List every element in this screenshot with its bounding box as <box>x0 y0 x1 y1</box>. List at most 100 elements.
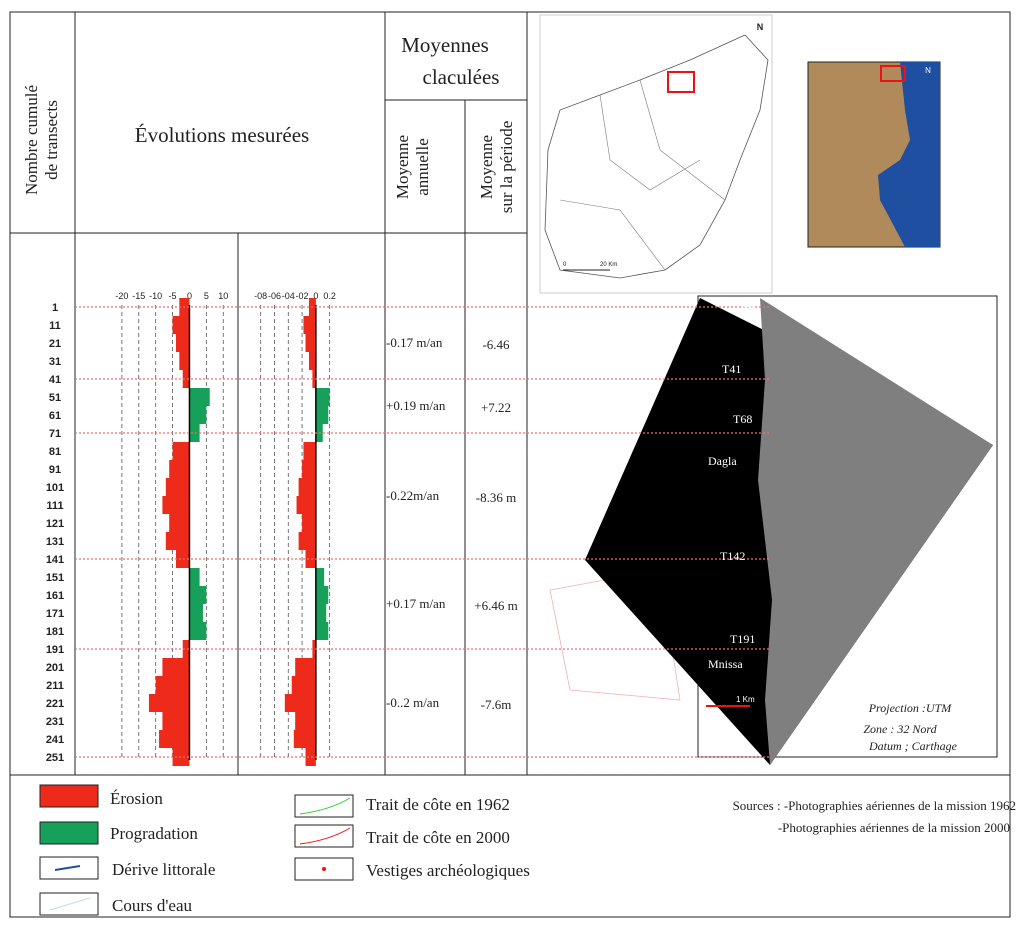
count-title: Nombre cumulé <box>22 85 41 195</box>
north-label: N <box>925 66 931 75</box>
bar <box>295 658 316 676</box>
photo-label: T68 <box>733 412 752 426</box>
evolutions-title: Évolutions mesurées <box>135 123 309 147</box>
scale-label: 20 Km <box>600 262 617 268</box>
transect-label: 101 <box>46 482 64 494</box>
legend-label: Érosion <box>110 789 163 808</box>
photo-label: T1 <box>742 303 755 317</box>
transect-label: 161 <box>46 590 64 602</box>
x-tick-label: 0.2 <box>323 291 336 301</box>
projection: Projection :UTM <box>868 701 953 715</box>
annual-header: Moyenne <box>393 135 412 199</box>
x-tick-label: -15 <box>132 291 145 301</box>
satellite-inset: N <box>808 62 940 247</box>
photo-label: T142 <box>720 549 745 563</box>
transect-label: 51 <box>49 392 61 404</box>
transect-label: 251 <box>46 752 64 764</box>
annual-average: +0.19 m/an <box>386 398 446 413</box>
x-tick-label: -04 <box>282 291 295 301</box>
legend-label: Trait de côte en 1962 <box>366 795 510 814</box>
figure: Nombre cumulé de transects Évolutions me… <box>0 0 1018 920</box>
transect-label: 111 <box>46 500 63 512</box>
transect-label: 151 <box>46 572 64 584</box>
bar <box>309 352 316 370</box>
bar <box>303 316 315 334</box>
photo-scale: 1 Km <box>736 695 755 704</box>
bar <box>166 532 190 550</box>
x-tick-label: -10 <box>149 291 162 301</box>
inset-map: N 0 20 Km <box>540 15 772 293</box>
count-title: de transects <box>42 100 61 180</box>
x-tick-label: -5 <box>169 291 177 301</box>
bar <box>189 406 206 424</box>
transect-label: 231 <box>46 716 64 728</box>
photo-label: Dagla <box>708 454 737 468</box>
annual-average: -0..2 m/an <box>386 695 440 710</box>
transect-label: 131 <box>46 536 64 548</box>
bar <box>316 604 326 622</box>
transect-label: 21 <box>49 338 61 350</box>
transect-label: 221 <box>46 698 64 710</box>
bar <box>303 442 315 460</box>
bar <box>292 676 316 694</box>
photo-scale: 0 <box>704 695 709 704</box>
transect-label: 121 <box>46 518 64 530</box>
transect-label: 241 <box>46 734 64 746</box>
north-label: N <box>757 22 764 32</box>
transect-label: 1 <box>52 302 58 314</box>
bar <box>169 460 189 478</box>
transect-label: 211 <box>46 680 64 692</box>
period-average: -8.36 m <box>476 490 516 505</box>
legend-label: Dérive littorale <box>112 860 215 879</box>
transect-label: 31 <box>49 356 61 368</box>
transect-label: 41 <box>49 374 61 386</box>
bar <box>179 352 189 370</box>
transect-label: 81 <box>49 446 61 458</box>
bar <box>306 334 316 352</box>
photo-label: T41 <box>722 362 741 376</box>
bar <box>173 316 190 334</box>
transect-label: 201 <box>46 662 64 674</box>
bar <box>166 478 190 496</box>
bar <box>149 694 190 712</box>
legend: Érosion Progradation Dérive littorale Co… <box>40 785 1016 915</box>
projection: Datum ; Carthage <box>868 739 958 753</box>
bar <box>162 658 189 676</box>
period-average: +6.46 m <box>474 598 517 613</box>
bar <box>189 586 206 604</box>
bar <box>295 712 316 730</box>
transect-label: 141 <box>46 554 64 566</box>
transect-label: 91 <box>49 464 61 476</box>
photo-label: Mnissa <box>708 657 743 671</box>
bar <box>176 334 190 352</box>
bar <box>162 496 189 514</box>
bar <box>316 406 328 424</box>
bar <box>285 694 316 712</box>
bar <box>299 478 316 496</box>
bar <box>316 568 324 586</box>
transect-label: 191 <box>46 644 64 656</box>
period-average: -7.6m <box>481 697 512 712</box>
bar <box>316 586 328 604</box>
legend-label: Vestiges archéologiques <box>366 861 530 880</box>
legend-label: Progradation <box>110 824 198 843</box>
legend-label: Trait de côte en 2000 <box>366 828 510 847</box>
bar <box>316 622 328 640</box>
x-tick-label: -20 <box>115 291 128 301</box>
bar <box>162 712 189 730</box>
bar <box>189 424 199 442</box>
transect-label: 11 <box>49 320 61 332</box>
bar <box>302 514 316 532</box>
x-tick-label: -08 <box>254 291 267 301</box>
annual-average: -0.17 m/an <box>386 335 443 350</box>
period-average: +7.22 <box>481 400 511 415</box>
transect-label: 171 <box>46 608 64 620</box>
bar <box>189 568 199 586</box>
sources: Sources : -Photographies aériennes de la… <box>733 798 1016 813</box>
averages-title: Moyennes <box>401 33 489 57</box>
bar <box>173 442 190 460</box>
bar <box>316 388 330 406</box>
aerial-photo: 0 1 Km Projection :UTM Zone : 32 Nord Da… <box>550 296 997 765</box>
transect-label: 71 <box>49 428 61 440</box>
sources: -Photographies aériennes de la mission 2… <box>778 820 1010 835</box>
